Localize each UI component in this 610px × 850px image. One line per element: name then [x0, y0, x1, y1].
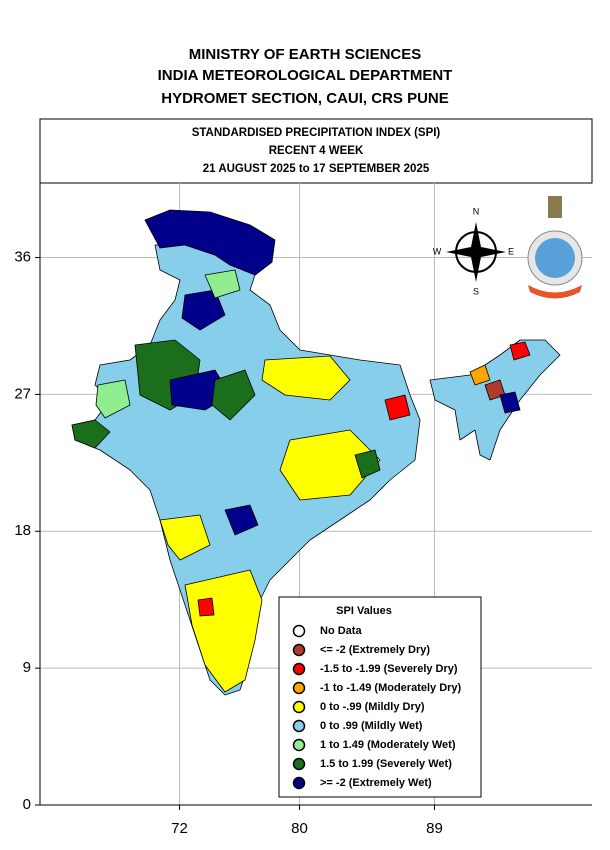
- legend-swatch: [292, 624, 306, 638]
- legend-label: 0 to .99 (Mildly Wet): [320, 720, 423, 732]
- patch: [95, 379, 131, 419]
- legend-swatch: [292, 738, 306, 752]
- patch: [384, 394, 411, 421]
- emblem-ribbon: [528, 285, 582, 299]
- header-line: INDIA METEOROLOGICAL DEPARTMENT: [158, 67, 453, 84]
- patch: [159, 514, 211, 561]
- patch: [261, 355, 351, 401]
- y-tick-label: 0: [23, 796, 31, 813]
- compass-label: E: [508, 246, 514, 256]
- legend-label: 1 to 1.49 (Moderately Wet): [320, 739, 456, 751]
- legend-label: 0 to -.99 (Mildly Dry): [320, 701, 425, 713]
- y-tick-label: 36: [14, 248, 31, 265]
- kashmir-region: [144, 209, 276, 276]
- legend-swatch: [292, 719, 306, 733]
- legend-label: -1 to -1.49 (Moderately Dry): [320, 682, 462, 694]
- emblem-globe: [535, 238, 575, 278]
- compass-label: W: [433, 246, 442, 256]
- title-line: 21 AUGUST 2025 to 17 SEPTEMBER 2025: [203, 163, 430, 175]
- legend-swatch: [292, 662, 306, 676]
- y-tick-label: 9: [23, 659, 31, 676]
- patch: [224, 504, 259, 536]
- legend-title: SPI Values: [336, 605, 392, 617]
- patch: [204, 269, 241, 299]
- patch: [469, 364, 491, 386]
- axes: 0 9 18 27 36 72 80 89: [14, 183, 592, 837]
- patch: [279, 429, 381, 501]
- patch: [197, 597, 215, 617]
- title-box: [39, 118, 593, 184]
- patch: [509, 341, 531, 361]
- patch: [499, 391, 521, 414]
- patch: [354, 449, 381, 479]
- compass-label: S: [473, 286, 479, 296]
- legend-swatch: [292, 776, 306, 790]
- legend-label: 1.5 to 1.99 (Severely Wet): [320, 758, 452, 770]
- x-tick-label: 89: [426, 820, 443, 837]
- header-line: HYDROMET SECTION, CAUI, CRS PUNE: [161, 90, 449, 107]
- compass-label: N: [473, 206, 480, 216]
- northeast: [429, 339, 561, 461]
- x-tick-label: 80: [291, 820, 308, 837]
- patch: [211, 369, 256, 421]
- emblem-top: [548, 196, 562, 218]
- legend-swatch: [292, 757, 306, 771]
- legend-swatch: [292, 643, 306, 657]
- legend-swatch: [292, 681, 306, 695]
- map-regions: [71, 209, 561, 696]
- y-tick-label: 27: [14, 385, 31, 402]
- legend-swatch: [292, 700, 306, 714]
- compass-star: [446, 222, 506, 282]
- patch: [71, 419, 111, 449]
- title-line: RECENT 4 WEEK: [269, 145, 364, 157]
- title-line: STANDARDISED PRECIPITATION INDEX (SPI): [192, 127, 441, 139]
- compass: N E S W: [433, 206, 514, 296]
- legend-label: >= -2 (Extremely Wet): [320, 777, 432, 789]
- x-tick-label: 72: [171, 820, 188, 837]
- imd-emblem: [527, 196, 583, 299]
- legend-box: [278, 596, 482, 798]
- legend-label: No Data: [320, 625, 362, 637]
- y-tick-label: 18: [14, 522, 31, 539]
- patch: [184, 569, 263, 693]
- legend-label: <= -2 (Extremely Dry): [320, 644, 430, 656]
- legend: SPI Values No Data <= -2 (Extremely Dry) -…: [278, 596, 482, 798]
- patch: [181, 289, 226, 331]
- header-line: MINISTRY OF EARTH SCIENCES: [189, 46, 422, 63]
- legend-label: -1.5 to -1.99 (Severely Dry): [320, 663, 458, 675]
